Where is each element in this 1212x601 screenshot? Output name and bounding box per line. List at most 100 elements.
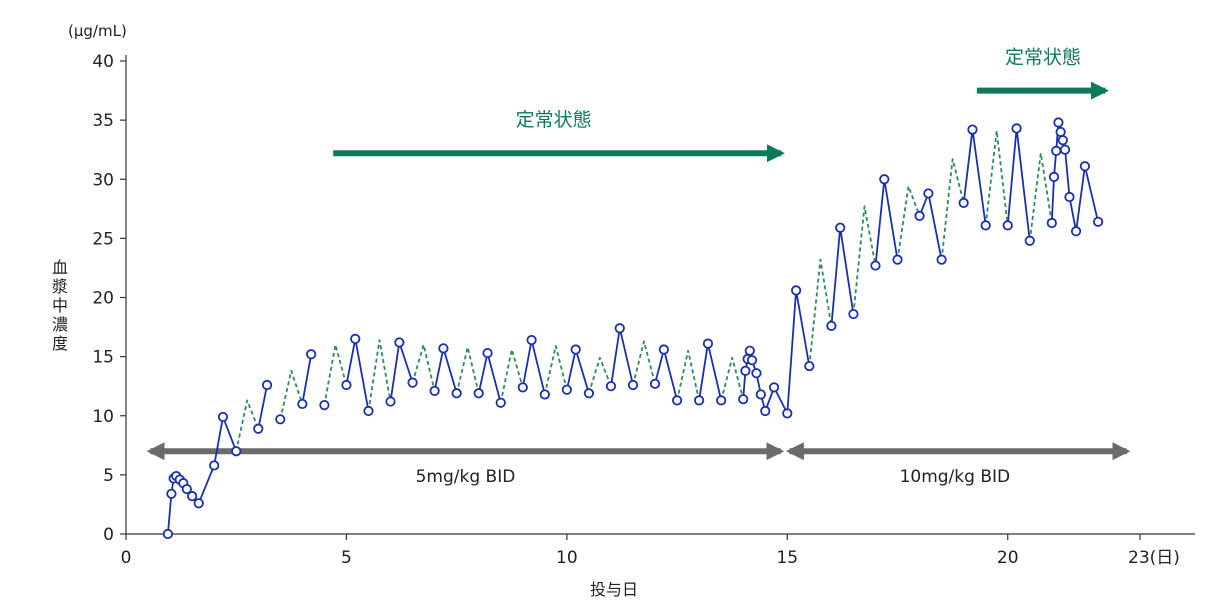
dose-label: 10mg/kg BID	[900, 467, 1011, 487]
y-tick-label: 40	[92, 52, 114, 72]
data-point-marker	[181, 483, 192, 495]
data-point-marker	[751, 368, 762, 379]
data-point-marker	[561, 384, 572, 395]
data-point-marker	[162, 528, 173, 540]
data-point-marker	[217, 411, 229, 423]
data-point-marker	[658, 344, 669, 355]
data-point-marker	[193, 498, 204, 509]
predicted-line-segment	[808, 258, 833, 367]
data-point-marker	[319, 400, 330, 411]
data-point-marker	[341, 379, 352, 391]
data-point-marker	[363, 405, 374, 417]
data-point-marker	[407, 377, 418, 388]
predicted-line-segment	[499, 348, 524, 403]
data-point-marker	[746, 355, 758, 366]
data-point-marker	[1002, 220, 1013, 231]
observed-line-segment	[962, 128, 987, 226]
data-point-marker	[275, 414, 286, 425]
data-point-marker	[1057, 135, 1068, 146]
data-point-marker	[702, 338, 714, 349]
y-tick-label: 20	[92, 289, 114, 309]
predicted-line-segment	[852, 205, 877, 315]
y-tick-label: 30	[92, 170, 114, 190]
data-point-marker	[1024, 235, 1035, 246]
data-point-marker	[1079, 161, 1090, 172]
data-point-marker	[209, 460, 220, 471]
predicted-line-segment	[896, 185, 921, 260]
x-tick-label: 20	[997, 548, 1019, 568]
observed-line-segment	[654, 348, 678, 401]
data-point-marker	[740, 365, 751, 376]
predicted-line-segment	[940, 158, 965, 260]
data-point-marker	[923, 188, 934, 199]
data-point-marker	[1093, 216, 1104, 227]
steady-state-label: 定常状態	[1005, 46, 1081, 68]
y-tick-label: 15	[92, 348, 114, 368]
data-point-marker	[429, 385, 440, 397]
predicted-line-segment	[235, 399, 260, 452]
data-point-marker	[261, 379, 273, 391]
data-point-marker	[473, 388, 484, 399]
observed-line-segment	[698, 342, 723, 401]
y-tick-label: 5	[103, 466, 114, 486]
data-point-marker	[526, 334, 537, 346]
data-point-marker	[394, 337, 405, 348]
data-point-marker	[166, 488, 177, 499]
data-point-marker	[306, 349, 317, 360]
data-point-marker	[1011, 123, 1022, 134]
data-point-marker	[835, 222, 846, 233]
data-point-marker	[1070, 226, 1082, 237]
data-point-marker	[958, 197, 969, 208]
observed-line-segment	[301, 354, 313, 405]
predicted-line-segment	[279, 369, 304, 420]
data-point-marker	[1046, 217, 1057, 229]
data-point-marker	[1064, 191, 1075, 203]
x-tick-label: 15	[776, 548, 798, 568]
predicted-line-segment	[411, 343, 436, 392]
data-point-marker	[782, 408, 793, 419]
data-point-marker	[385, 396, 396, 407]
data-point-marker	[1048, 171, 1060, 182]
observed-line-segment	[389, 341, 414, 402]
data-point-marker	[1059, 144, 1071, 155]
data-point-marker	[495, 397, 506, 408]
y-tick-label: 25	[92, 229, 114, 249]
data-point-marker	[804, 360, 815, 372]
observed-line-segment	[345, 337, 370, 412]
predicted-line-segment	[676, 349, 700, 401]
data-point-marker	[738, 394, 749, 405]
data-point-marker	[694, 395, 705, 406]
x-tick-label: 0	[121, 548, 132, 568]
data-point-marker	[892, 254, 903, 265]
observed-line-segment	[918, 192, 943, 260]
observed-line-segment	[610, 327, 634, 387]
data-point-marker	[539, 389, 550, 400]
y-tick-label: 0	[103, 525, 114, 545]
data-point-marker	[649, 378, 661, 389]
data-point-marker	[614, 323, 625, 334]
data-point-marker	[438, 343, 449, 354]
data-point-marker	[848, 308, 859, 320]
data-point-marker	[870, 260, 881, 271]
data-point-marker	[755, 389, 766, 400]
predicted-line-segment	[720, 356, 745, 401]
x-tick-label: 10	[556, 548, 578, 568]
data-point-marker	[570, 344, 581, 355]
dose-label: 5mg/kg BID	[416, 467, 516, 487]
data-point-marker	[231, 446, 242, 457]
y-tick-label: 35	[92, 111, 114, 131]
data-point-marker	[768, 382, 780, 393]
predicted-line-segment	[984, 129, 1009, 226]
predicted-line-segment	[543, 345, 568, 395]
data-point-marker	[744, 345, 755, 356]
data-point-marker	[187, 491, 198, 502]
data-point-marker	[879, 174, 890, 185]
data-point-marker	[482, 347, 493, 359]
y-tick-label: 10	[92, 407, 114, 427]
observed-line-segment	[257, 384, 268, 429]
x-tick-label: 23(日)	[1128, 548, 1180, 568]
predicted-line-segment	[323, 343, 348, 406]
data-point-marker	[451, 388, 462, 399]
predicted-line-segment	[1028, 152, 1053, 241]
